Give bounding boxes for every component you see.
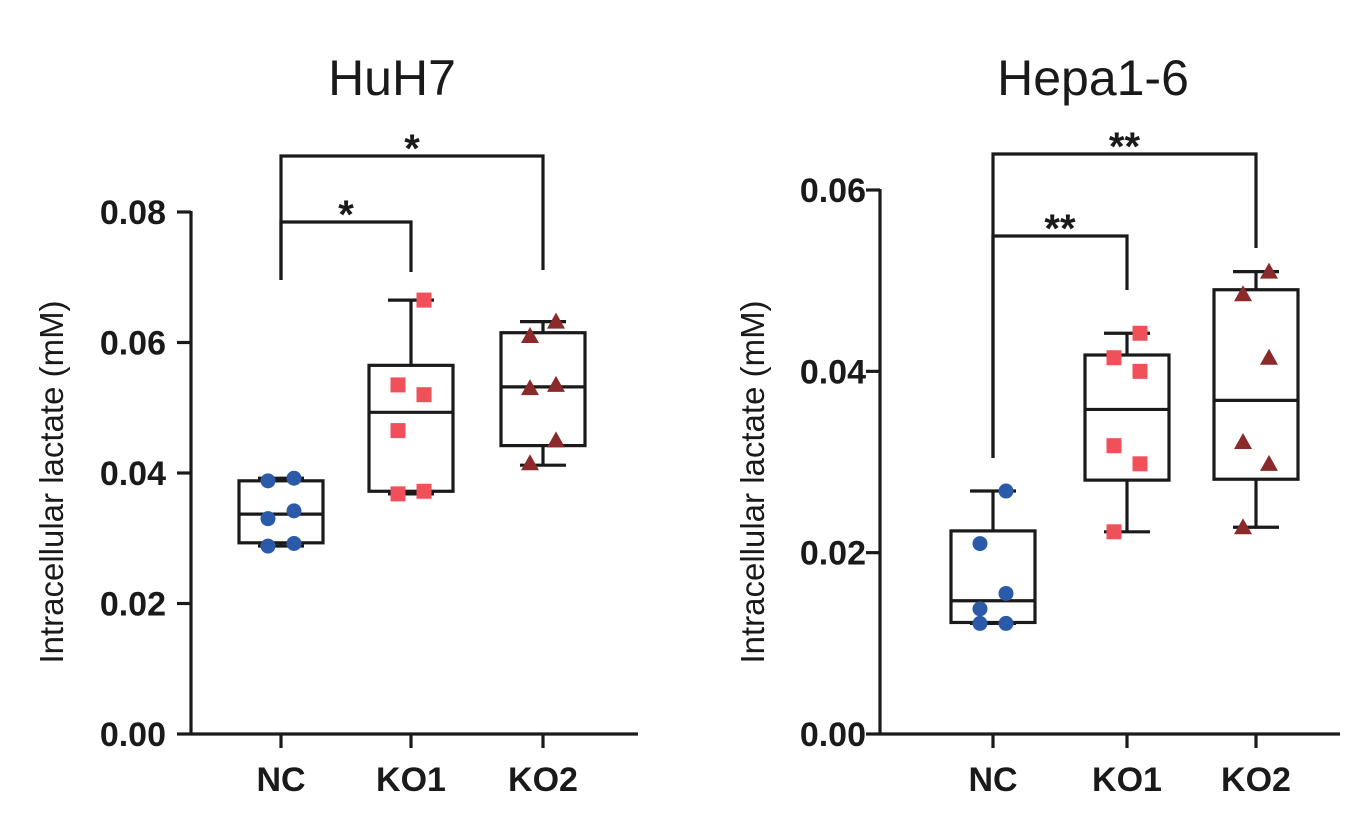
significance-bracket	[279, 154, 545, 280]
data-point	[390, 377, 406, 393]
data-point	[416, 483, 432, 499]
significance-bracket	[991, 234, 1129, 458]
data-point	[260, 473, 276, 489]
significance-label: **	[1044, 207, 1076, 251]
y-tick-label: 0.06	[800, 172, 866, 210]
data-point	[1260, 348, 1278, 365]
x-tick-label: NC	[256, 761, 305, 799]
data-point	[1234, 518, 1252, 535]
box-iqr	[367, 363, 455, 493]
box-iqr	[499, 331, 587, 448]
x-tick-label: KO1	[376, 761, 446, 799]
data-point	[998, 483, 1014, 499]
y-axis-label: Intracellular lactate (mM)	[33, 300, 70, 663]
y-tick-label: 0.02	[100, 586, 166, 624]
box-ko2	[499, 312, 587, 471]
panel-huh7: HuH7 Intracellular lactate (mM) 0.00 0.02…	[33, 50, 638, 799]
data-point	[416, 387, 432, 403]
x-tick-label: KO2	[1221, 761, 1291, 799]
significance-label: *	[404, 127, 420, 171]
data-point	[1132, 456, 1148, 472]
panel-hepa1-6: Hepa1-6 Intracellular lactate (mM) 0.00 0…	[734, 50, 1340, 799]
data-point	[998, 615, 1014, 631]
box-iqr	[1212, 288, 1300, 481]
significance-bracket	[991, 152, 1258, 458]
y-tick-label: 0.00	[800, 716, 866, 754]
data-point	[972, 536, 988, 552]
data-point	[521, 454, 539, 471]
y-tick-label: 0.06	[100, 325, 166, 363]
data-point	[1234, 285, 1252, 302]
box-ko2	[1212, 262, 1300, 535]
data-point	[521, 379, 539, 396]
data-point	[1106, 350, 1122, 366]
data-point	[972, 601, 988, 617]
box-iqr	[949, 529, 1037, 625]
box-nc	[237, 470, 325, 554]
data-point	[547, 431, 565, 448]
data-point	[1106, 438, 1122, 454]
y-tick-label: 0.02	[800, 535, 866, 573]
data-point	[390, 486, 406, 502]
data-point	[1260, 454, 1278, 471]
data-point	[260, 538, 276, 554]
data-point	[972, 615, 988, 631]
data-point	[1132, 325, 1148, 341]
y-tick-label: 0.04	[100, 455, 166, 493]
data-point	[521, 326, 539, 343]
data-point	[1260, 262, 1278, 279]
significance-label: *	[338, 193, 354, 237]
box-ko1	[367, 292, 455, 502]
box-ko1	[1083, 325, 1171, 540]
data-point	[1132, 363, 1148, 379]
x-tick-label: NC	[968, 761, 1017, 799]
significance-label: **	[1109, 125, 1141, 169]
data-point	[998, 585, 1014, 601]
x-tick-label: KO2	[508, 761, 578, 799]
box-iqr	[1083, 353, 1171, 482]
data-point	[1106, 524, 1122, 540]
y-tick-label: 0.08	[100, 194, 166, 232]
chart-title: HuH7	[328, 50, 456, 106]
y-tick-label: 0.00	[100, 716, 166, 754]
data-point	[286, 503, 302, 519]
data-point	[1234, 433, 1252, 450]
x-tick-label: KO1	[1092, 761, 1162, 799]
data-point	[416, 292, 432, 308]
data-point	[390, 423, 406, 439]
box-nc	[949, 483, 1037, 631]
chart-title: Hepa1-6	[997, 50, 1189, 106]
data-point	[260, 511, 276, 527]
data-point	[286, 470, 302, 486]
data-point	[286, 535, 302, 551]
box-iqr	[237, 479, 325, 545]
y-axis-label: Intracellular lactate (mM)	[734, 300, 771, 663]
y-tick-label: 0.04	[800, 353, 866, 391]
data-point	[547, 312, 565, 329]
data-point	[547, 375, 565, 392]
